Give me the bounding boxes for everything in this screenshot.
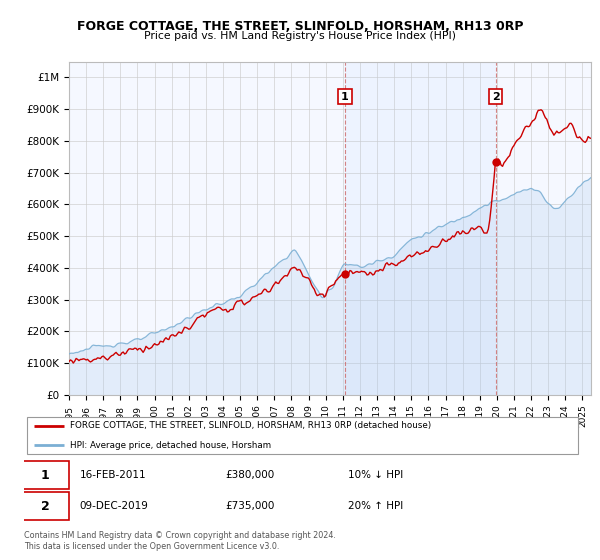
Text: £380,000: £380,000 — [225, 470, 274, 480]
Text: 10% ↓ HPI: 10% ↓ HPI — [347, 470, 403, 480]
Text: 1: 1 — [341, 91, 349, 101]
Bar — [345, 62, 496, 395]
Text: Price paid vs. HM Land Registry's House Price Index (HPI): Price paid vs. HM Land Registry's House … — [144, 31, 456, 41]
FancyBboxPatch shape — [21, 492, 68, 520]
Text: 2: 2 — [41, 500, 50, 513]
Text: This data is licensed under the Open Government Licence v3.0.: This data is licensed under the Open Gov… — [24, 542, 280, 550]
FancyBboxPatch shape — [21, 461, 68, 489]
Text: 09-DEC-2019: 09-DEC-2019 — [80, 501, 149, 511]
FancyBboxPatch shape — [27, 417, 578, 454]
Text: £735,000: £735,000 — [225, 501, 274, 511]
Text: FORGE COTTAGE, THE STREET, SLINFOLD, HORSHAM, RH13 0RP: FORGE COTTAGE, THE STREET, SLINFOLD, HOR… — [77, 20, 523, 32]
Text: 2: 2 — [492, 91, 500, 101]
Text: 16-FEB-2011: 16-FEB-2011 — [80, 470, 146, 480]
Text: FORGE COTTAGE, THE STREET, SLINFOLD, HORSHAM, RH13 0RP (detached house): FORGE COTTAGE, THE STREET, SLINFOLD, HOR… — [70, 421, 431, 430]
Text: Contains HM Land Registry data © Crown copyright and database right 2024.: Contains HM Land Registry data © Crown c… — [24, 531, 336, 540]
Text: 1: 1 — [41, 469, 50, 482]
Text: HPI: Average price, detached house, Horsham: HPI: Average price, detached house, Hors… — [70, 441, 271, 450]
Text: 20% ↑ HPI: 20% ↑ HPI — [347, 501, 403, 511]
